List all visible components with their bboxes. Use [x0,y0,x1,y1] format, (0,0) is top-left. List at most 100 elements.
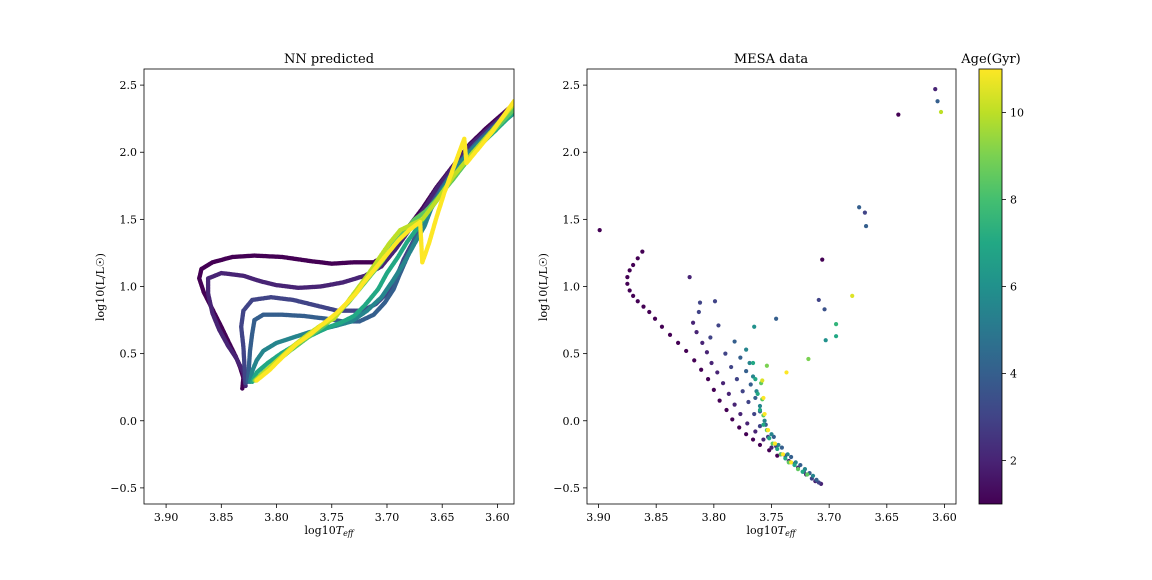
mesa-point [709,360,714,366]
mesa-point [740,389,745,394]
mesa-point [798,462,803,468]
mesa-point [753,429,758,434]
mesa-point [753,395,758,401]
mesa-point [694,330,699,335]
mesa-point [814,477,819,482]
x-tick-label: 3.85 [209,511,234,524]
chart-title-mesa: MESA data [734,52,809,67]
mesa-point-layer [597,87,944,486]
nn-track-layer [197,99,514,391]
mesa-point [833,321,839,327]
mesa-point [631,262,636,268]
mesa-point [732,402,737,407]
mesa-point [675,340,681,345]
mesa-point [627,288,632,293]
mesa-point [625,281,630,286]
mesa-point [667,332,673,337]
mesa-point [631,293,636,298]
mesa-point [767,436,772,441]
mesa-point [720,381,726,386]
mesa-point [792,462,797,468]
mesa-point [716,323,721,328]
mesa-point [784,370,789,375]
y-tick-label: 2.0 [563,146,581,159]
mesa-point [863,223,869,229]
mesa-point [785,452,790,457]
y-tick-label: 0.0 [563,415,581,428]
mesa-point [732,339,737,344]
mesa-point [761,395,766,401]
mesa-point [704,350,710,355]
mesa-point [761,422,766,427]
mesa-point [795,466,801,472]
mesa-point [775,453,780,458]
x-tick-label: 3.80 [702,511,727,524]
y-tick-label: −0.5 [110,482,137,495]
mesa-point [789,454,794,460]
mesa-point [757,403,763,409]
mesa-point [744,432,749,437]
mesa-point [757,424,763,429]
mesa-point [823,338,828,343]
mesa-point [755,391,760,397]
y-tick-label: 1.5 [563,213,581,226]
x-tick-label: 3.70 [817,511,842,524]
panel-nn-predicted: NN predicted 3.90 3.85 3.80 3.75 3.70 3.65 3.6… [94,52,515,538]
plot-frame-mesa [586,68,957,505]
mesa-point [896,112,901,117]
mesa-point [746,399,751,405]
mesa-point [805,472,810,477]
mesa-point [635,256,640,261]
mesa-point [690,320,696,325]
mesa-point [745,421,750,426]
mesa-point [692,358,697,363]
mesa-point [857,205,862,210]
mesa-point [625,275,630,280]
x-tick-label: 3.80 [264,511,289,524]
y-tick-label: 0.0 [120,415,138,428]
mesa-point [744,347,749,352]
mesa-point [750,360,756,366]
mesa-point [775,446,780,452]
y-axis-ticks-mesa: 2.5 2.0 1.5 1.0 0.5 0.0 −0.5 [553,79,587,495]
mesa-point [750,437,756,442]
mesa-point [761,437,766,442]
mesa-point [724,407,729,413]
mesa-point [762,418,767,423]
mesa-point [734,377,740,382]
mesa-point [765,428,771,433]
colorbar-tick-label: 6 [1010,281,1017,294]
y-tick-label: 1.5 [120,213,138,226]
mesa-point [774,316,779,321]
mesa-point [717,398,722,403]
y-tick-label: 1.0 [120,281,138,294]
mesa-point [627,268,632,273]
x-label-sub: eff [785,529,797,538]
x-tick-label: 3.90 [586,511,611,524]
colorbar-gradient [979,69,1002,504]
mesa-point [684,348,689,354]
colorbar: Age(Gyr) 2 4 6 8 10 [960,52,1024,505]
x-tick-label: 3.65 [430,511,455,524]
mesa-point [810,473,816,478]
chart-title-nn: NN predicted [284,52,374,67]
mesa-point [641,304,646,309]
mesa-point [752,324,757,329]
x-label-var: T [336,524,345,537]
colorbar-tick-label: 10 [1010,107,1024,120]
mesa-point [687,275,692,280]
mesa-point [862,210,868,215]
y-axis-ticks-nn: 2.5 2.0 1.5 1.0 0.5 0.0 −0.5 [110,79,144,495]
mesa-point [696,309,701,315]
mesa-point [800,469,805,474]
x-label-var: T [778,524,787,537]
y-tick-label: 0.5 [120,348,138,361]
mesa-point [769,432,774,437]
mesa-point [935,99,940,104]
mesa-point [757,407,763,413]
x-tick-label: 3.90 [154,511,179,524]
mesa-point [738,355,743,360]
mesa-point [938,109,944,115]
x-tick-label: 3.75 [759,511,784,524]
colorbar-tick-label: 4 [1010,368,1017,381]
